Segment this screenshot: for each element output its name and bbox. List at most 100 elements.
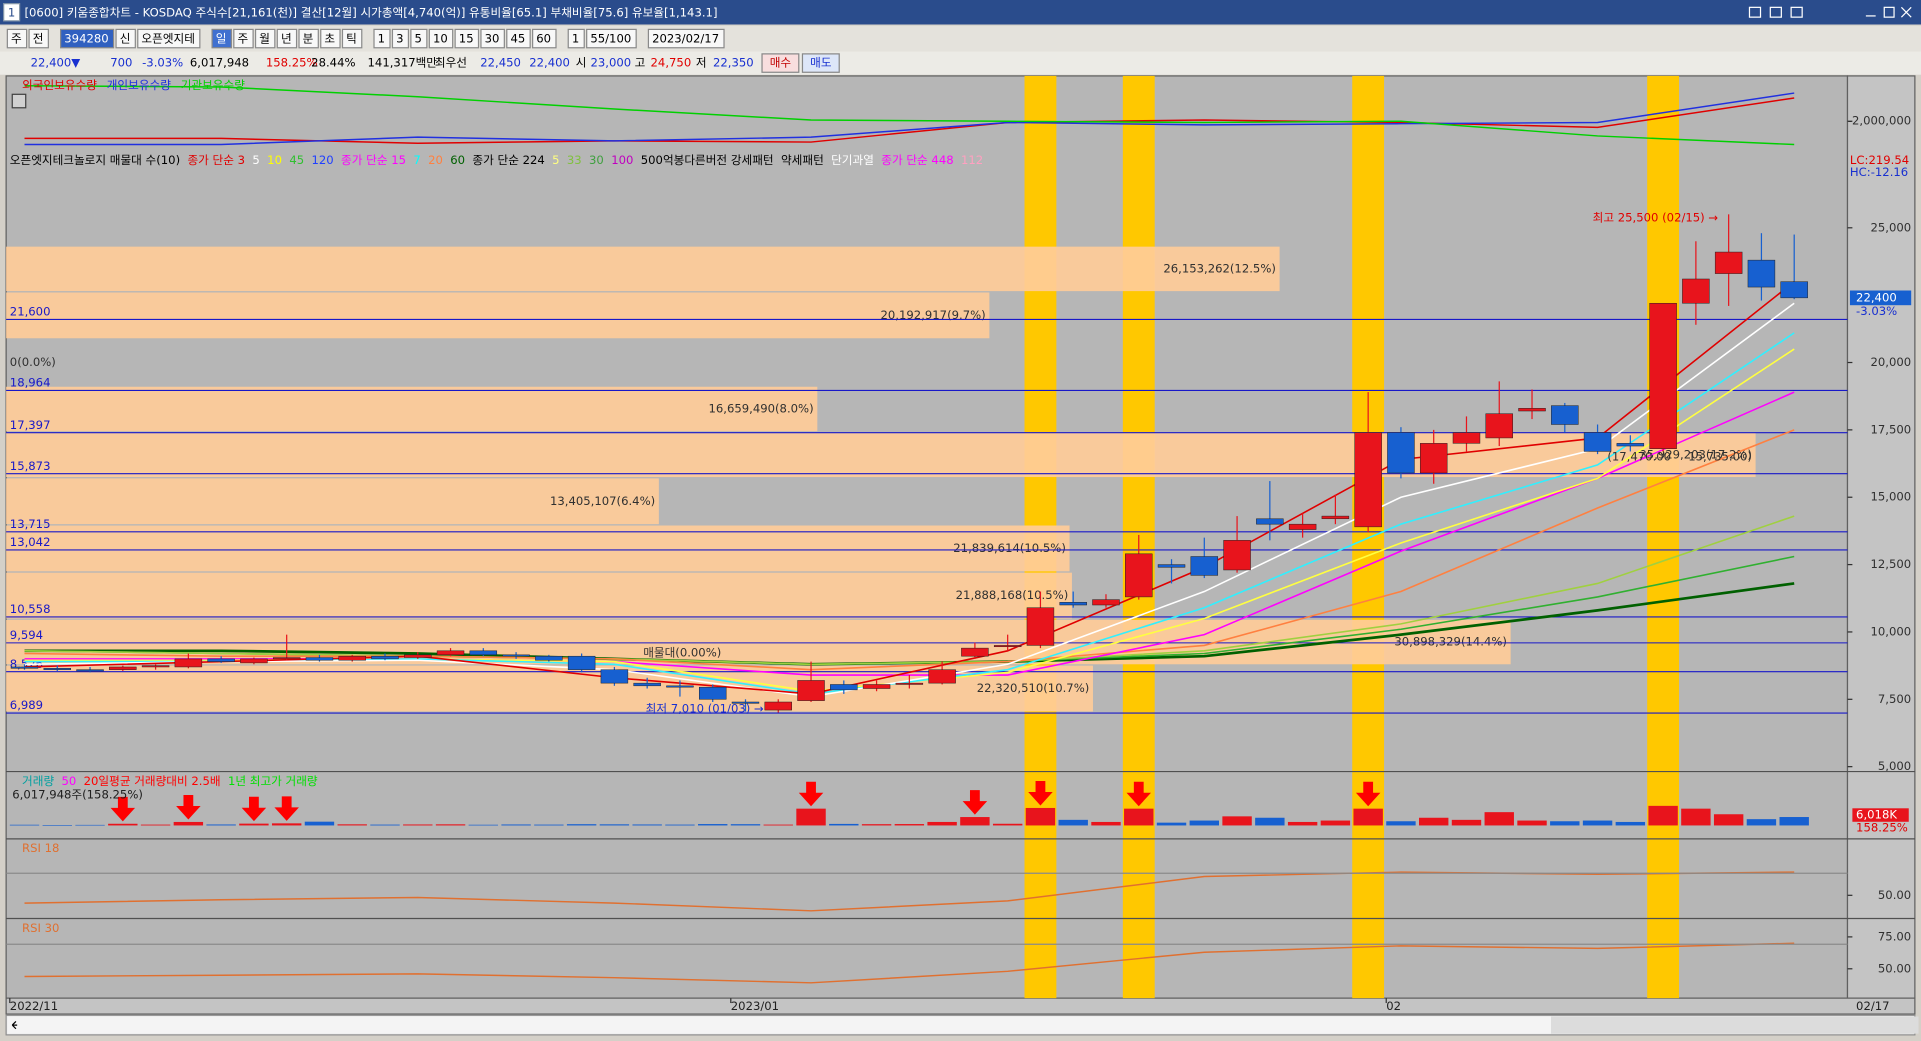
- volume-bar: [698, 824, 728, 826]
- toolbar-button-bg[interactable]: [373, 28, 391, 49]
- volume-bar: [1550, 821, 1580, 826]
- toolbar-button[interactable]: 주: [233, 28, 254, 49]
- toolbar-button-bg[interactable]: [391, 28, 410, 49]
- toolbar-button-bg[interactable]: [428, 28, 454, 49]
- toolbar-button-bg[interactable]: [60, 28, 115, 49]
- toolbar-label[interactable]: 1: [572, 32, 579, 46]
- toolbar-button-bg[interactable]: [341, 28, 363, 49]
- toolbar-button[interactable]: 1: [373, 28, 391, 49]
- toolbar-button[interactable]: 분: [298, 28, 319, 49]
- volume-bar: [1648, 805, 1678, 826]
- toolbar-label[interactable]: 394280: [64, 32, 108, 46]
- maximize-btn[interactable]: [1883, 6, 1895, 18]
- toolbar-button-bg[interactable]: [137, 28, 201, 49]
- toolbar-label[interactable]: 10: [433, 32, 448, 46]
- order-button-label[interactable]: 매수: [770, 56, 792, 70]
- toolbar-button-bg[interactable]: [320, 28, 341, 49]
- info-value: 23,000: [591, 56, 632, 70]
- toolbar-label[interactable]: 주: [11, 32, 22, 46]
- toolbar-button[interactable]: 394280: [60, 28, 115, 49]
- toolbar-button-bg[interactable]: [233, 28, 254, 49]
- toolbar-label[interactable]: 신: [120, 32, 131, 46]
- toolbar-button-bg[interactable]: [531, 28, 557, 49]
- toolbar-button-bg[interactable]: [298, 28, 319, 49]
- toolbar-button[interactable]: 15: [454, 28, 480, 49]
- toolbar-label[interactable]: 분: [303, 32, 314, 46]
- toolbar-button[interactable]: 60: [531, 28, 557, 49]
- ctrl-btn[interactable]: [1769, 6, 1782, 18]
- toolbar-label[interactable]: 초: [324, 32, 335, 46]
- toolbar-button-bg[interactable]: [276, 28, 298, 49]
- order-button[interactable]: [761, 53, 800, 73]
- toolbar-button[interactable]: 5: [410, 28, 428, 49]
- scroll-tools[interactable]: [1551, 1016, 1919, 1034]
- toolbar-button[interactable]: 초: [320, 28, 341, 49]
- toolbar-label[interactable]: 2023/02/17: [652, 32, 719, 46]
- toolbar-label[interactable]: 15: [459, 32, 474, 46]
- toolbar-button-bg[interactable]: [454, 28, 480, 49]
- toolbar-button[interactable]: 년: [276, 28, 298, 49]
- toolbar-button[interactable]: 3: [391, 28, 410, 49]
- toolbar-label[interactable]: 30: [485, 32, 500, 46]
- toolbar-button-bg[interactable]: [28, 28, 49, 49]
- toolbar-button[interactable]: 일: [211, 28, 232, 49]
- legend-item: 50: [62, 774, 77, 788]
- candle-body: [1780, 281, 1808, 299]
- series-line: [24, 92, 1795, 146]
- toolbar-label[interactable]: 년: [281, 32, 292, 46]
- toolbar-button-bg[interactable]: [586, 28, 637, 49]
- level-label: 21,600: [10, 305, 51, 319]
- scroll-left[interactable]: [11, 1020, 18, 1030]
- x-tick-label: 2023/01: [731, 999, 779, 1013]
- toolbar-button[interactable]: 전: [28, 28, 49, 49]
- close-btn[interactable]: [1900, 6, 1912, 18]
- toolbar-button[interactable]: 주: [6, 28, 28, 49]
- toolbar-label[interactable]: 오픈엣지테: [141, 32, 194, 46]
- toolbar-button-bg[interactable]: [254, 28, 276, 49]
- toolbar-button-bg[interactable]: [567, 28, 585, 49]
- toolbar-button[interactable]: 신: [115, 28, 136, 49]
- toolbar-label[interactable]: 60: [536, 32, 551, 46]
- toolbar-button[interactable]: 오픈엣지테: [137, 28, 201, 49]
- scroll-track[interactable]: [7, 1016, 1552, 1034]
- order-button-label[interactable]: 매도: [810, 56, 832, 70]
- volume-bar: [370, 824, 400, 826]
- toolbar-button-bg[interactable]: [410, 28, 428, 49]
- toolbar-button[interactable]: 45: [506, 28, 531, 49]
- legend-item: 5: [552, 153, 559, 167]
- ctrl-btn[interactable]: [1748, 6, 1762, 18]
- toolbar-label[interactable]: 주: [237, 32, 248, 46]
- toolbar-button[interactable]: 10: [428, 28, 454, 49]
- toolbar-button[interactable]: 55/100: [586, 28, 637, 49]
- toolbar-button[interactable]: 2023/02/17: [647, 28, 725, 49]
- toolbar-button[interactable]: 1: [567, 28, 585, 49]
- toolbar-button-bg[interactable]: [115, 28, 136, 49]
- ctrl-btn[interactable]: [1790, 6, 1803, 18]
- window-controls[interactable]: [1748, 6, 1912, 18]
- toolbar-label[interactable]: 틱: [346, 32, 357, 46]
- toolbar-button-bg[interactable]: [6, 28, 28, 49]
- toolbar-label[interactable]: 월: [259, 32, 270, 46]
- level-label: 10,558: [10, 602, 51, 616]
- info-value: 700: [110, 56, 132, 70]
- order-button[interactable]: [801, 53, 840, 73]
- toolbar-label[interactable]: 3: [396, 32, 403, 46]
- toolbar-label[interactable]: 일: [216, 32, 227, 46]
- toolbar-label[interactable]: 55/100: [590, 32, 631, 46]
- toolbar-label[interactable]: 1: [378, 32, 385, 46]
- toolbar-button[interactable]: 30: [480, 28, 505, 49]
- toolbar-button-bg[interactable]: [506, 28, 531, 49]
- volume-bar: [140, 824, 171, 826]
- legend-item: 30: [589, 153, 604, 167]
- toolbar-button[interactable]: 틱: [341, 28, 363, 49]
- toolbar-label[interactable]: 45: [510, 32, 525, 46]
- toolbar-button-bg[interactable]: [480, 28, 505, 49]
- toolbar-button[interactable]: 월: [254, 28, 276, 49]
- y-tick-label: 75.00: [1878, 929, 1911, 943]
- volume-bar: [1386, 821, 1416, 826]
- toolbar-button-bg[interactable]: [647, 28, 725, 49]
- toolbar-label[interactable]: 전: [33, 32, 44, 46]
- panel-menu-icon[interactable]: [11, 93, 27, 109]
- toolbar-button-bg[interactable]: [211, 28, 232, 49]
- toolbar-label[interactable]: 5: [415, 32, 422, 46]
